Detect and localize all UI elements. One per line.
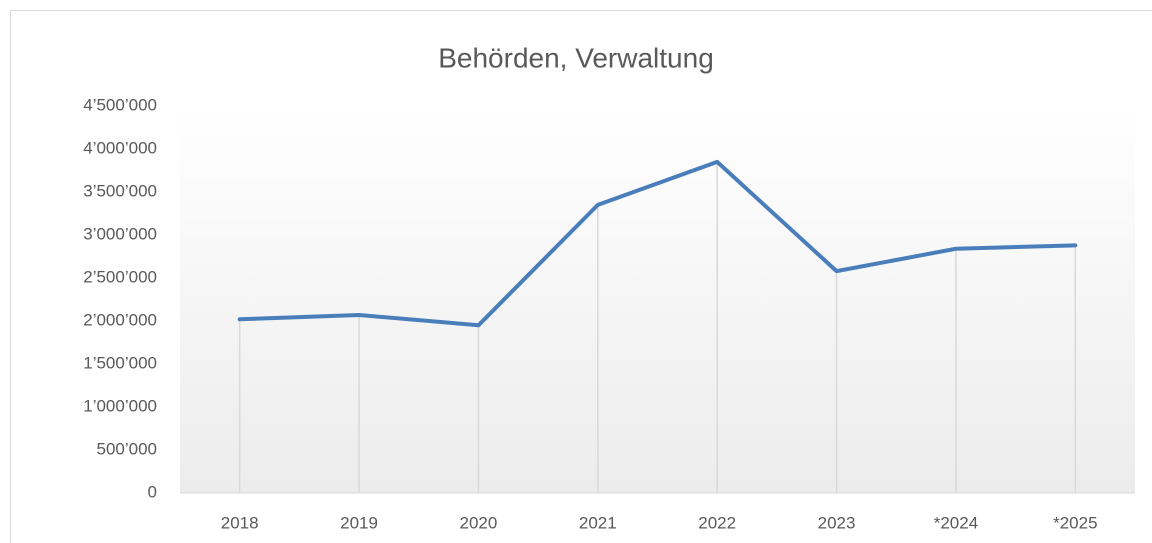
x-tick-label: 2022: [698, 513, 736, 532]
y-tick-label: 500’000: [96, 439, 157, 458]
y-tick-label: 0: [148, 482, 157, 501]
x-tick-label: 2021: [579, 513, 617, 532]
y-tick-label: 2’000’000: [83, 310, 157, 329]
x-tick-label: 2019: [340, 513, 378, 532]
x-tick-label: 2020: [460, 513, 498, 532]
y-tick-label: 4’500’000: [83, 95, 157, 114]
x-tick-label: *2025: [1053, 513, 1097, 532]
chart-title: Behörden, Verwaltung: [438, 42, 714, 73]
y-tick-label: 3’000’000: [83, 224, 157, 243]
y-tick-label: 1’000’000: [83, 396, 157, 415]
x-tick-label: 2023: [818, 513, 856, 532]
plot-area: [180, 106, 1135, 493]
y-tick-label: 1’500’000: [83, 353, 157, 372]
y-tick-label: 3’500’000: [83, 181, 157, 200]
y-tick-label: 4’000’000: [83, 138, 157, 157]
line-series: [237, 159, 1078, 328]
x-tick-label: 2018: [221, 513, 259, 532]
x-tick-label: *2024: [934, 513, 978, 532]
y-tick-label: 2’500’000: [83, 267, 157, 286]
